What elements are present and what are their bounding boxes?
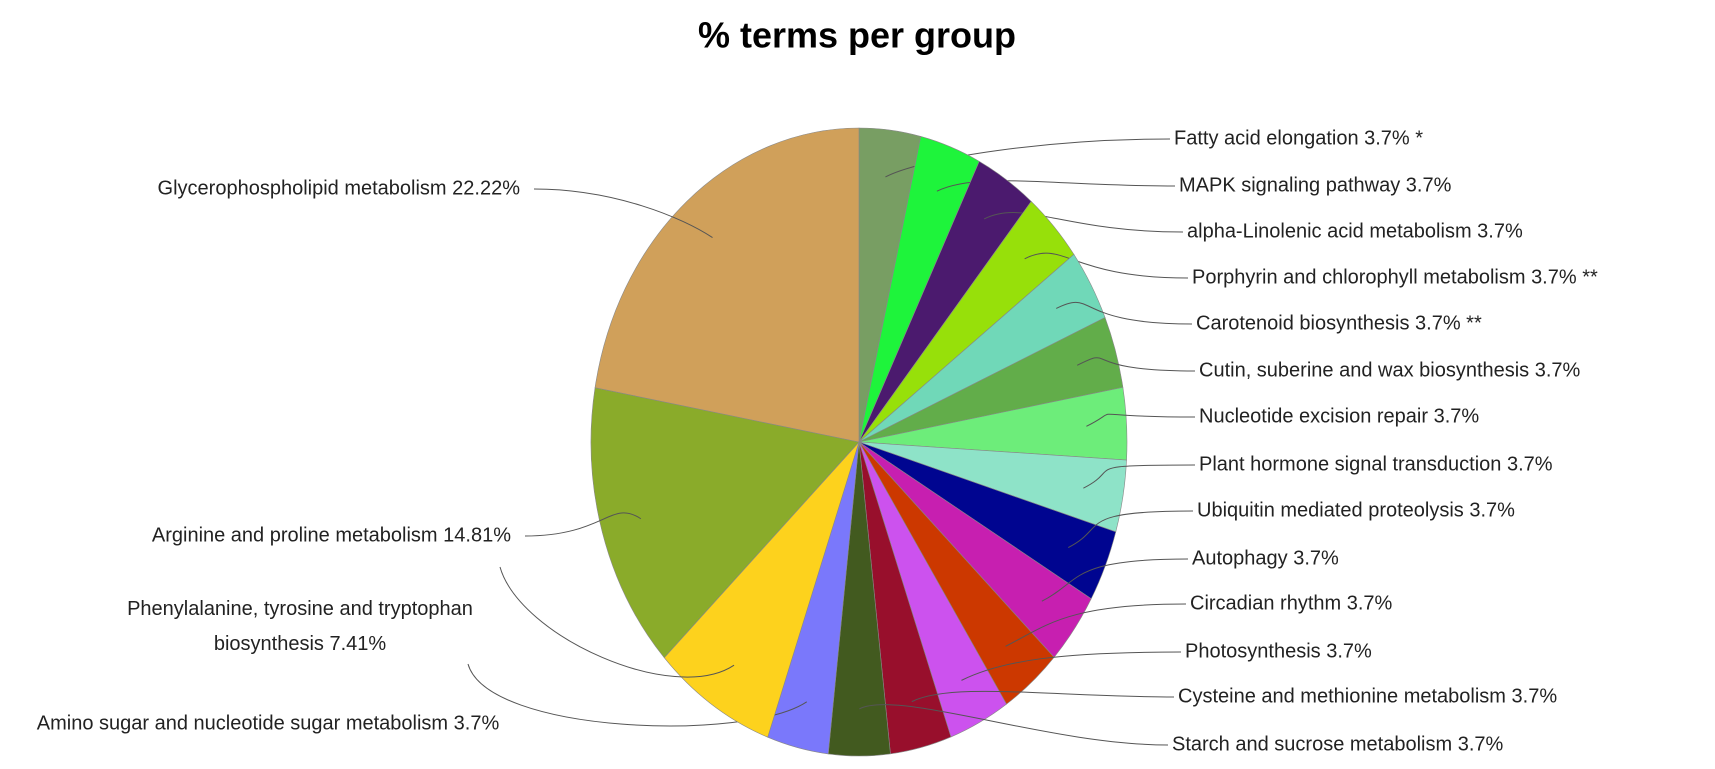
label-name: Autophagy bbox=[1192, 547, 1288, 570]
slice-label: Carotenoid biosynthesis 3.7% ** bbox=[1196, 307, 1482, 342]
pie-slice bbox=[663, 441, 860, 738]
label-name: Nucleotide excision repair bbox=[1199, 405, 1429, 428]
slice-label: Arginine and proline metabolism 14.81% bbox=[152, 519, 511, 554]
label-value: 14.81% bbox=[443, 524, 511, 547]
leader-line bbox=[1068, 510, 1194, 548]
slice-label: Photosynthesis 3.7% bbox=[1185, 635, 1372, 670]
label-value: 3.7% bbox=[1405, 174, 1452, 197]
slice-label: Fatty acid elongation 3.7% * bbox=[1174, 122, 1423, 157]
slice-label: Cysteine and methionine metabolism 3.7% bbox=[1178, 680, 1557, 715]
chart-title: % terms per group bbox=[698, 15, 1016, 56]
leader-line bbox=[1005, 603, 1187, 647]
label-value: 3.7% bbox=[1469, 499, 1515, 522]
leader-line bbox=[936, 180, 1176, 192]
leader-line bbox=[524, 512, 642, 537]
label-value: 3.7% bbox=[1511, 685, 1558, 708]
label-value: 3.7% bbox=[1293, 547, 1339, 570]
pie-slice bbox=[590, 387, 860, 659]
slice-label: Glycerophospholipid metabolism 22.22% bbox=[158, 172, 520, 207]
label-name: Circadian rhythm bbox=[1190, 592, 1342, 615]
label-value: 3.7% bbox=[1477, 220, 1523, 243]
label-value: 3.7% bbox=[453, 712, 500, 735]
label-value: 3.7% * bbox=[1364, 127, 1424, 150]
label-name: Arginine and proline metabolism bbox=[151, 524, 438, 547]
label-name: alpha-Linolenic acid metabolism bbox=[1187, 220, 1472, 243]
label-value: 3.7% bbox=[1346, 592, 1393, 615]
leader-line bbox=[885, 138, 1171, 178]
slice-label: Cutin, suberine and wax biosynthesis 3.7… bbox=[1199, 354, 1580, 389]
slice-label: Nucleotide excision repair 3.7% bbox=[1199, 400, 1479, 435]
label-name: Fatty acid elongation bbox=[1174, 127, 1359, 150]
label-name: Porphyrin and chlorophyll metabolism bbox=[1192, 266, 1526, 289]
label-value: 3.7% bbox=[1457, 733, 1504, 756]
label-value: 3.7% bbox=[1506, 453, 1553, 476]
label-name: Ubiquitin mediated proteolysis bbox=[1197, 499, 1464, 522]
leader-line bbox=[911, 690, 1175, 703]
label-value: 3.7% ** bbox=[1531, 266, 1598, 289]
label-name: Plant hormone signal transduction bbox=[1199, 453, 1502, 476]
leader-line bbox=[1056, 301, 1193, 325]
label-name: Phenylalanine, tyrosine and tryptophan b… bbox=[127, 598, 473, 655]
label-value: 3.7% bbox=[1433, 405, 1480, 428]
slice-label: Circadian rhythm 3.7% bbox=[1190, 587, 1392, 622]
leader-line bbox=[533, 188, 713, 239]
slice-label: Phenylalanine, tyrosine and tryptophan b… bbox=[70, 592, 530, 662]
label-name: Glycerophospholipid metabolism bbox=[157, 177, 447, 200]
slice-label: Amino sugar and nucleotide sugar metabol… bbox=[0, 707, 538, 742]
leader-line bbox=[961, 651, 1182, 681]
label-name: MAPK signaling pathway bbox=[1179, 174, 1401, 197]
leader-line bbox=[983, 212, 1184, 233]
label-value: 3.7% ** bbox=[1415, 312, 1482, 335]
leader-line bbox=[1076, 357, 1196, 372]
leader-line bbox=[1083, 464, 1196, 489]
leader-line bbox=[1041, 558, 1189, 602]
slice-label: Starch and sucrose metabolism 3.7% bbox=[1172, 728, 1503, 763]
slice-label: Autophagy 3.7% bbox=[1192, 542, 1339, 577]
label-value: 22.22% bbox=[452, 177, 520, 200]
label-name: Photosynthesis bbox=[1185, 640, 1321, 663]
label-value: 7.41% bbox=[329, 633, 387, 655]
label-name: Cysteine and methionine metabolism bbox=[1178, 685, 1506, 708]
slice-label: MAPK signaling pathway 3.7% bbox=[1179, 169, 1451, 204]
label-name: Carotenoid biosynthesis bbox=[1196, 312, 1410, 335]
slice-label: Plant hormone signal transduction 3.7% bbox=[1199, 448, 1553, 483]
leader-line bbox=[499, 566, 735, 678]
leader-line bbox=[1086, 413, 1196, 427]
slice-label: Ubiquitin mediated proteolysis 3.7% bbox=[1197, 494, 1515, 529]
label-value: 3.7% bbox=[1326, 640, 1372, 663]
leader-line bbox=[859, 704, 1169, 746]
label-name: Amino sugar and nucleotide sugar metabol… bbox=[36, 712, 449, 735]
label-name: Cutin, suberine and wax biosynthesis bbox=[1199, 359, 1530, 382]
slice-label: Porphyrin and chlorophyll metabolism 3.7… bbox=[1192, 261, 1598, 296]
pie-slice bbox=[594, 127, 860, 443]
label-value: 3.7% bbox=[1534, 359, 1581, 382]
label-name: Starch and sucrose metabolism bbox=[1172, 733, 1453, 756]
slice-label: alpha-Linolenic acid metabolism 3.7% bbox=[1187, 215, 1523, 250]
